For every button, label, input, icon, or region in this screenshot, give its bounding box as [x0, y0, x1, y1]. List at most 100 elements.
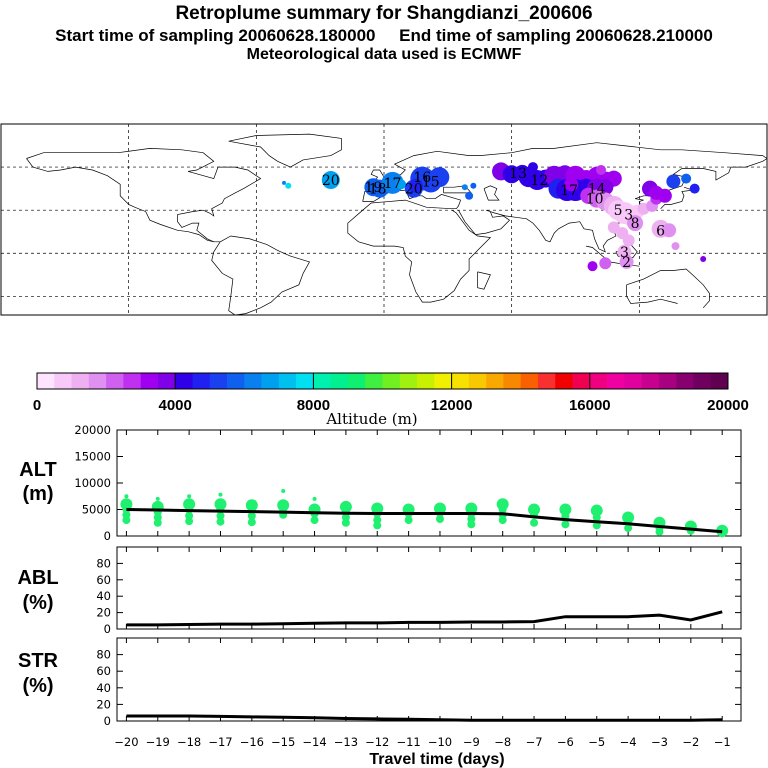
y-tick-label: 60: [96, 664, 111, 678]
plume-dot: [564, 177, 579, 192]
map-day-label: 14: [588, 182, 606, 198]
alt-panel-unit: (m): [22, 483, 53, 505]
abl-panel: 0 20 40 60 80: [96, 546, 742, 636]
altitude-cluster-dot: [559, 503, 572, 516]
colorbar-swatch: [589, 373, 608, 389]
altitude-panel: 0 5000 10000 15000 20000: [74, 423, 742, 543]
abl-panel-label: ABL: [17, 567, 58, 589]
map-day-label: 5: [614, 203, 623, 219]
plume-dot: [662, 223, 677, 238]
colorbar-swatch: [123, 373, 141, 389]
sampling-times: Start time of sampling 20060628.180000 E…: [55, 26, 713, 45]
map-day-label: 13: [509, 166, 527, 182]
map-day-label: 8: [631, 216, 640, 232]
colorbar-swatch: [209, 373, 228, 389]
plume-dot: [470, 182, 477, 189]
x-tick-label: −8: [494, 735, 511, 749]
plume-dot: [396, 179, 407, 190]
x-tick-label: −5: [588, 735, 605, 749]
altitude-cluster-dot: [530, 518, 539, 527]
coastline-segment: [626, 284, 678, 304]
series-line: [126, 508, 723, 534]
map-day-label: 15: [422, 174, 440, 190]
colorbar-swatch: [468, 373, 487, 389]
series-line: [126, 714, 723, 722]
plume-dot: [599, 257, 612, 270]
x-tick-label: −2: [682, 735, 699, 749]
series-line: [126, 610, 723, 627]
coastline-segment: [211, 235, 311, 316]
colorbar-tick-labels: 0 4000 8000 12000 16000 20000: [33, 397, 749, 414]
colorbar-swatch: [175, 373, 193, 389]
colorbar-swatch: [330, 373, 349, 389]
met-data-line: Meteorological data used is ECMWF: [246, 46, 522, 63]
colorbar-swatch: [227, 373, 245, 389]
colorbar-title: Altitude (m): [325, 410, 417, 428]
plume-dot: [587, 261, 598, 272]
x-tick-label: −20: [114, 735, 138, 749]
x-axis-label: Travel time (days): [369, 751, 504, 768]
y-tick-label: 60: [96, 573, 111, 587]
altitude-cluster-dot: [247, 511, 256, 520]
x-tick-label: −19: [146, 735, 170, 749]
colorbar-swatch: [365, 373, 383, 389]
altitude-cluster-dot: [312, 496, 317, 501]
map-day-label: 2: [622, 255, 631, 271]
map-day-label: 17: [560, 183, 578, 199]
stratosphere-panel: 0 20 40 60 80: [96, 637, 742, 728]
coastline-segment: [626, 268, 710, 309]
colorbar-swatch: [296, 373, 314, 389]
y-tick-label: 15000: [74, 450, 111, 464]
y-tick-label: 0: [104, 529, 111, 543]
str-panel-label: STR: [18, 650, 59, 672]
colorbar-swatch: [157, 373, 176, 389]
altitude-cluster-dot: [592, 521, 601, 530]
abl-panel-unit: (%): [22, 592, 53, 614]
map-day-label: 20: [322, 173, 340, 189]
map-day-label: 12: [530, 173, 548, 189]
plume-dot: [596, 164, 607, 175]
map-day-label: 6: [656, 223, 665, 239]
colorbar-swatch: [658, 373, 677, 389]
altitude-cluster-dot: [624, 524, 633, 533]
altitude-cluster-dot: [122, 516, 131, 525]
altitude-cluster-dot: [561, 520, 570, 529]
plume-dot: [627, 215, 644, 232]
altitude-cluster-dot: [216, 511, 225, 520]
coastline-segment: [26, 158, 214, 243]
colorbar-swatch: [676, 373, 694, 389]
plume-dot: [381, 171, 404, 194]
altitude-cluster-dot: [153, 518, 162, 527]
plume-dot: [465, 191, 474, 200]
coastline-segment: [477, 271, 491, 290]
plume-dot: [619, 254, 634, 269]
altitude-cluster-dot: [435, 515, 444, 524]
altitude-cluster-dot: [247, 518, 256, 527]
altitude-cluster-dot: [373, 521, 382, 530]
map-day-label: 10: [586, 192, 604, 208]
y-tick-label: 5000: [82, 503, 111, 517]
colorbar-tick-label: 4000: [159, 397, 192, 414]
colorbar-swatch: [244, 373, 262, 389]
panel-frame: [116, 429, 742, 537]
colorbar-swatch: [278, 373, 297, 389]
altitude-cluster-dot: [216, 517, 225, 526]
colorbar-swatch: [261, 373, 280, 389]
colorbar-swatch: [382, 373, 401, 389]
colorbar-swatch: [572, 373, 591, 389]
colorbar-swatch: [555, 373, 573, 389]
altitude-cluster-dot: [187, 494, 192, 499]
map-day-label: 18: [369, 182, 387, 198]
x-tick-label: −3: [651, 735, 668, 749]
colorbar-swatch: [347, 373, 366, 389]
x-tick-label: −13: [334, 735, 358, 749]
altitude-cluster-dot: [655, 527, 664, 536]
altitude-cluster-dot: [590, 504, 603, 517]
x-tick-label: −6: [557, 735, 574, 749]
colorbar-swatch: [37, 373, 55, 389]
colorbar-tick-label: 20000: [707, 397, 749, 414]
colorbar-swatch: [434, 373, 452, 389]
colorbar-swatch: [140, 373, 159, 389]
